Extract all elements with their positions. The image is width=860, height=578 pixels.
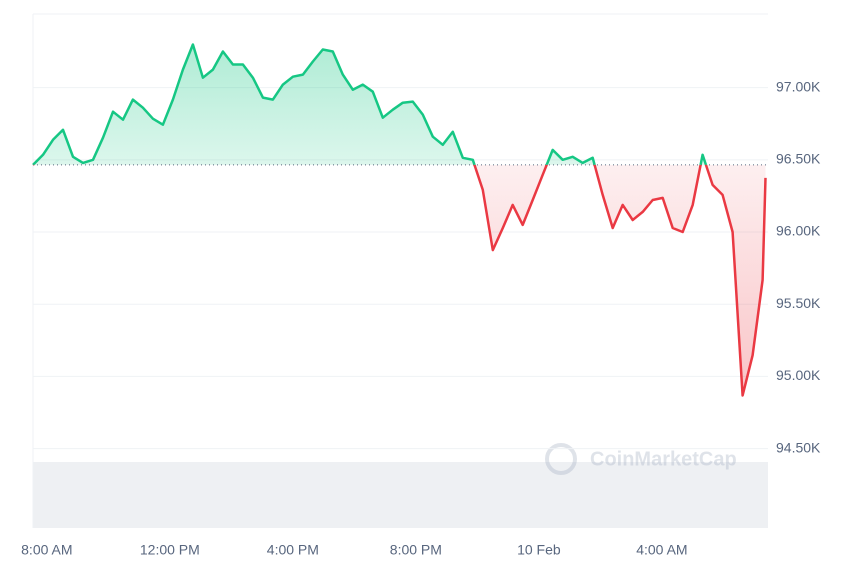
watermark-text: CoinMarketCap: [590, 448, 737, 470]
area-down: [33, 164, 766, 396]
price-line-up: [32, 43, 708, 165]
y-tick-label: 97.00K: [776, 78, 821, 94]
watermark-logo: [545, 443, 577, 475]
x-tick-label: 10 Feb: [517, 542, 561, 558]
y-tick-label: 96.50K: [776, 151, 821, 167]
y-tick-label: 95.50K: [776, 295, 821, 311]
y-tick-label: 95.00K: [776, 367, 821, 383]
area-up: [33, 44, 766, 165]
x-tick-label: 8:00 PM: [390, 542, 442, 558]
volume-area: [33, 462, 768, 528]
x-tick-label: 4:00 AM: [636, 542, 687, 558]
watermark: CoinMarketCap: [545, 443, 737, 475]
y-tick-label: 96.00K: [776, 223, 821, 239]
x-tick-label: 8:00 AM: [21, 542, 72, 558]
price-line-down: [32, 164, 767, 397]
x-tick-label: 12:00 PM: [140, 542, 200, 558]
y-tick-label: 94.50K: [776, 439, 821, 455]
x-tick-label: 4:00 PM: [267, 542, 319, 558]
